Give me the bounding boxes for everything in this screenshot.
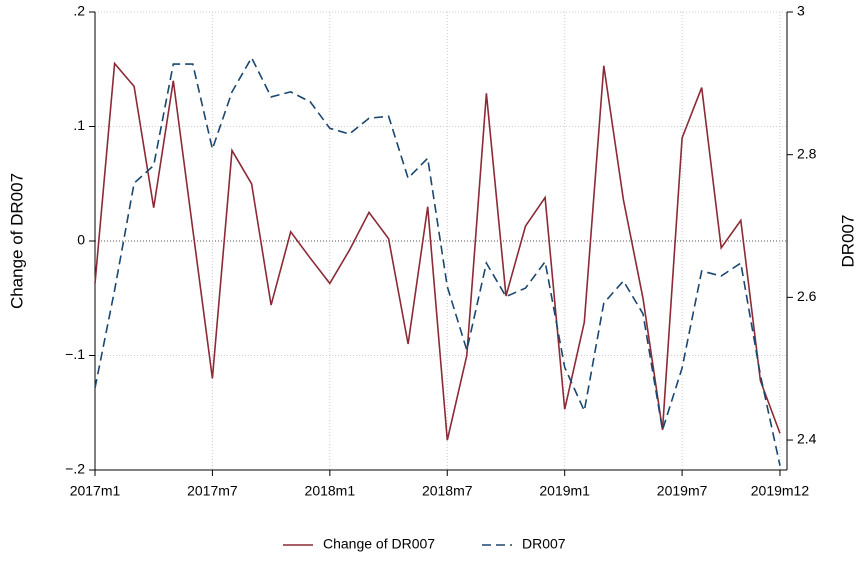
x-tick-label: 2019m12 (751, 483, 810, 499)
y2-tick-label: 2.8 (797, 145, 817, 161)
x-tick-label: 2019m1 (539, 483, 590, 499)
x-tick-label: 2017m1 (70, 483, 121, 499)
legend-label: DR007 (522, 536, 566, 552)
y-tick-label: .2 (73, 3, 85, 19)
y2-axis-title: DR007 (838, 215, 857, 268)
y-tick-label: −.2 (65, 461, 85, 477)
x-tick-label: 2018m7 (422, 483, 473, 499)
y2-tick-label: 2.6 (797, 288, 817, 304)
y-axis-title: Change of DR007 (7, 173, 26, 309)
x-tick-label: 2019m7 (657, 483, 708, 499)
y2-tick-label: 3 (797, 3, 805, 19)
x-tick-label: 2017m7 (187, 483, 238, 499)
y-tick-label: 0 (77, 232, 85, 248)
y-tick-label: −.1 (65, 346, 85, 362)
line-series (94, 56, 781, 466)
y2-tick-label: 2.4 (797, 431, 817, 447)
y-tick-label: .1 (73, 117, 85, 133)
line-series (94, 61, 781, 441)
x-tick-label: 2018m1 (305, 483, 356, 499)
legend-label: Change of DR007 (323, 536, 435, 552)
